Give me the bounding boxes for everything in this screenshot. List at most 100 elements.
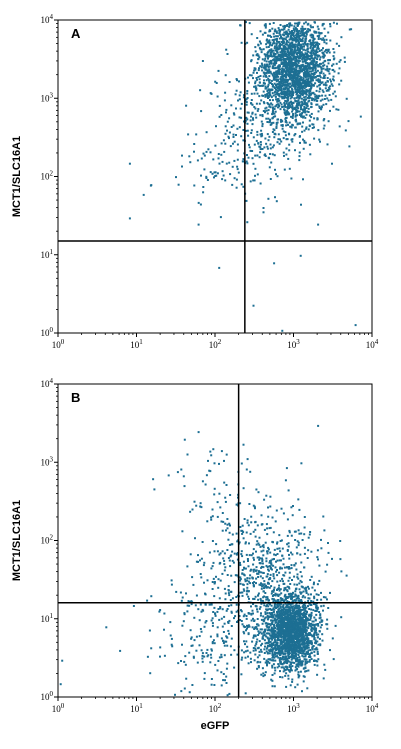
data-point <box>251 157 254 160</box>
data-point <box>300 65 303 67</box>
data-point <box>292 591 294 594</box>
data-point <box>283 669 286 672</box>
data-point <box>248 503 251 505</box>
data-point <box>308 632 311 635</box>
data-point <box>287 53 290 56</box>
data-point <box>286 634 289 637</box>
data-point <box>266 586 269 589</box>
data-point <box>267 66 270 69</box>
data-point <box>199 559 201 562</box>
data-point <box>271 634 274 637</box>
data-point <box>311 47 314 50</box>
data-point <box>287 624 290 627</box>
data-point <box>293 134 296 137</box>
data-point <box>284 633 287 636</box>
data-point <box>326 563 329 566</box>
data-point <box>227 592 230 595</box>
data-point <box>251 103 254 106</box>
data-point <box>242 531 245 534</box>
data-point <box>254 154 257 157</box>
data-point <box>226 549 229 551</box>
data-point <box>293 29 296 32</box>
data-point <box>305 78 308 81</box>
data-point <box>278 612 281 615</box>
data-point <box>191 576 194 579</box>
data-point <box>251 150 254 152</box>
data-point <box>291 553 294 556</box>
data-point <box>298 532 301 535</box>
data-point <box>249 180 252 183</box>
data-point <box>219 606 222 608</box>
data-point <box>262 615 265 618</box>
data-point <box>315 627 318 630</box>
data-point <box>280 608 283 611</box>
data-point <box>296 77 299 80</box>
data-point <box>297 33 300 36</box>
data-point <box>316 650 319 653</box>
data-point <box>305 75 308 78</box>
data-point <box>262 596 265 599</box>
data-point <box>278 665 281 668</box>
data-point <box>283 109 286 112</box>
data-point <box>323 64 326 67</box>
data-point <box>316 75 319 78</box>
data-point <box>303 74 305 77</box>
data-point <box>327 86 330 89</box>
data-point <box>308 91 311 94</box>
data-point <box>246 221 249 224</box>
data-point <box>219 579 222 582</box>
data-point <box>308 654 311 657</box>
data-point <box>323 77 326 79</box>
data-point <box>226 523 229 526</box>
data-point <box>281 655 284 658</box>
data-point <box>265 641 268 644</box>
data-point <box>257 54 260 57</box>
data-point <box>275 570 278 573</box>
data-point <box>261 58 264 61</box>
data-point <box>281 666 284 669</box>
data-point <box>317 38 320 40</box>
data-point <box>312 620 315 623</box>
data-point <box>291 592 294 595</box>
data-point <box>197 223 200 226</box>
data-point <box>267 83 270 86</box>
data-point <box>292 652 295 655</box>
data-point <box>272 644 275 647</box>
data-point <box>220 142 223 145</box>
data-point <box>305 35 308 38</box>
data-point <box>310 51 313 54</box>
data-point <box>296 573 299 576</box>
data-point <box>226 608 229 610</box>
data-point <box>283 154 285 157</box>
data-point <box>340 616 343 619</box>
data-point <box>275 122 278 124</box>
data-point <box>268 65 271 68</box>
data-point <box>302 73 305 76</box>
data-point <box>287 621 290 624</box>
data-point <box>296 47 299 50</box>
data-point <box>303 566 306 569</box>
data-point <box>281 124 284 126</box>
data-point <box>254 535 257 538</box>
data-point <box>284 58 287 61</box>
data-point <box>289 104 291 107</box>
data-point <box>225 108 228 111</box>
data-point <box>314 21 316 24</box>
data-point <box>310 614 313 617</box>
data-point <box>283 629 286 632</box>
data-point <box>295 630 298 633</box>
data-point <box>305 610 308 613</box>
data-point <box>304 667 307 670</box>
data-point <box>304 38 307 41</box>
data-point <box>276 118 279 121</box>
data-point <box>308 99 311 102</box>
data-point <box>287 70 290 73</box>
data-point <box>288 670 291 673</box>
data-point <box>194 604 197 607</box>
data-point <box>252 77 254 80</box>
data-point <box>338 67 341 70</box>
data-point <box>297 577 300 580</box>
data-point <box>269 123 272 126</box>
data-point <box>284 95 287 98</box>
data-point <box>324 35 327 38</box>
